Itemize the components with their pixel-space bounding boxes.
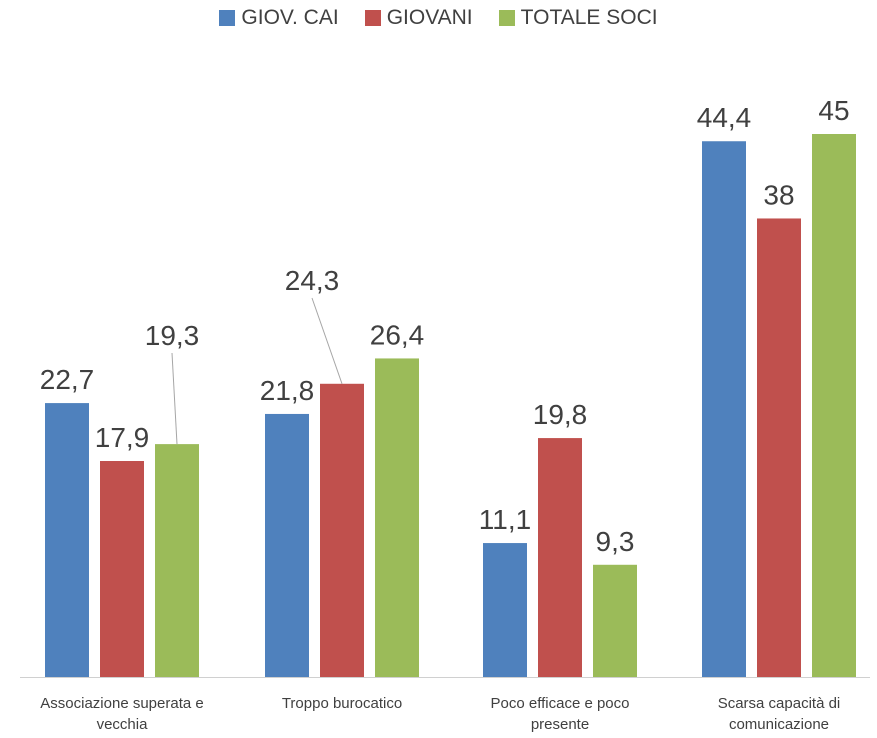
- bar-giovani-scarsa-comunicazione: [757, 218, 801, 677]
- legend-swatch-giovani: [364, 10, 381, 26]
- bar-giov-cai-scarsa-comunicazione: [702, 141, 746, 678]
- bar-giov-cai-poco-efficace: [483, 543, 527, 677]
- data-label-totale-soci-scarsa-comunicazione: 45: [818, 95, 849, 126]
- data-label-giovani-poco-efficace: 19,8: [533, 399, 588, 430]
- bar-giov-cai-associazione: [45, 403, 89, 677]
- leader-line-totale-soci-associazione: [171, 352, 178, 445]
- data-label-giovani-burocatico: 24,3: [285, 265, 340, 296]
- category-label-burocatico: Troppo burocatico: [282, 695, 402, 712]
- category-label-associazione: vecchia: [97, 716, 149, 733]
- data-label-giov-cai-associazione: 22,7: [40, 364, 95, 395]
- legend-swatch-totale-soci: [498, 10, 515, 26]
- category-label-poco-efficace: presente: [531, 716, 589, 733]
- category-label-poco-efficace: Poco efficace e poco: [491, 695, 630, 712]
- category-label-associazione: Associazione superata e: [40, 695, 203, 712]
- data-label-giov-cai-burocatico: 21,8: [260, 375, 315, 406]
- data-label-totale-soci-burocatico: 26,4: [370, 319, 425, 350]
- legend-label-giovani: GIOVANI: [386, 6, 473, 29]
- legend-label-totale-soci: TOTALE SOCI: [520, 6, 658, 29]
- category-label-scarsa-comunicazione: comunicazione: [729, 716, 829, 733]
- data-label-totale-soci-poco-efficace: 9,3: [596, 526, 635, 557]
- legend-item-totale-soci: TOTALE SOCI: [498, 6, 658, 30]
- bar-totale-soci-associazione: [155, 444, 199, 677]
- legend-swatch-giov-cai: [219, 10, 236, 26]
- leader-line-giovani-burocatico: [311, 297, 343, 384]
- bar-giovani-burocatico: [320, 383, 364, 677]
- bar-totale-soci-poco-efficace: [593, 564, 637, 677]
- bar-giov-cai-burocatico: [265, 413, 309, 677]
- data-label-totale-soci-associazione: 19,3: [145, 320, 200, 351]
- bar-giovani-poco-efficace: [538, 438, 582, 677]
- data-label-giovani-scarsa-comunicazione: 38: [763, 179, 794, 210]
- bar-totale-soci-scarsa-comunicazione: [812, 134, 856, 677]
- data-label-giov-cai-poco-efficace: 11,1: [479, 504, 531, 535]
- bar-giovani-associazione: [100, 461, 144, 677]
- data-label-giovani-associazione: 17,9: [95, 422, 150, 453]
- bar-totale-soci-burocatico: [375, 358, 419, 677]
- category-label-scarsa-comunicazione: Scarsa capacità di: [718, 695, 841, 712]
- legend: GIOV. CAI GIOVANI TOTALE SOCI: [0, 6, 877, 30]
- data-label-giov-cai-scarsa-comunicazione: 44,4: [697, 102, 752, 133]
- legend-label-giov-cai: GIOV. CAI: [241, 6, 339, 29]
- legend-item-giov-cai: GIOV. CAI: [219, 6, 339, 30]
- legend-item-giovani: GIOVANI: [364, 6, 473, 30]
